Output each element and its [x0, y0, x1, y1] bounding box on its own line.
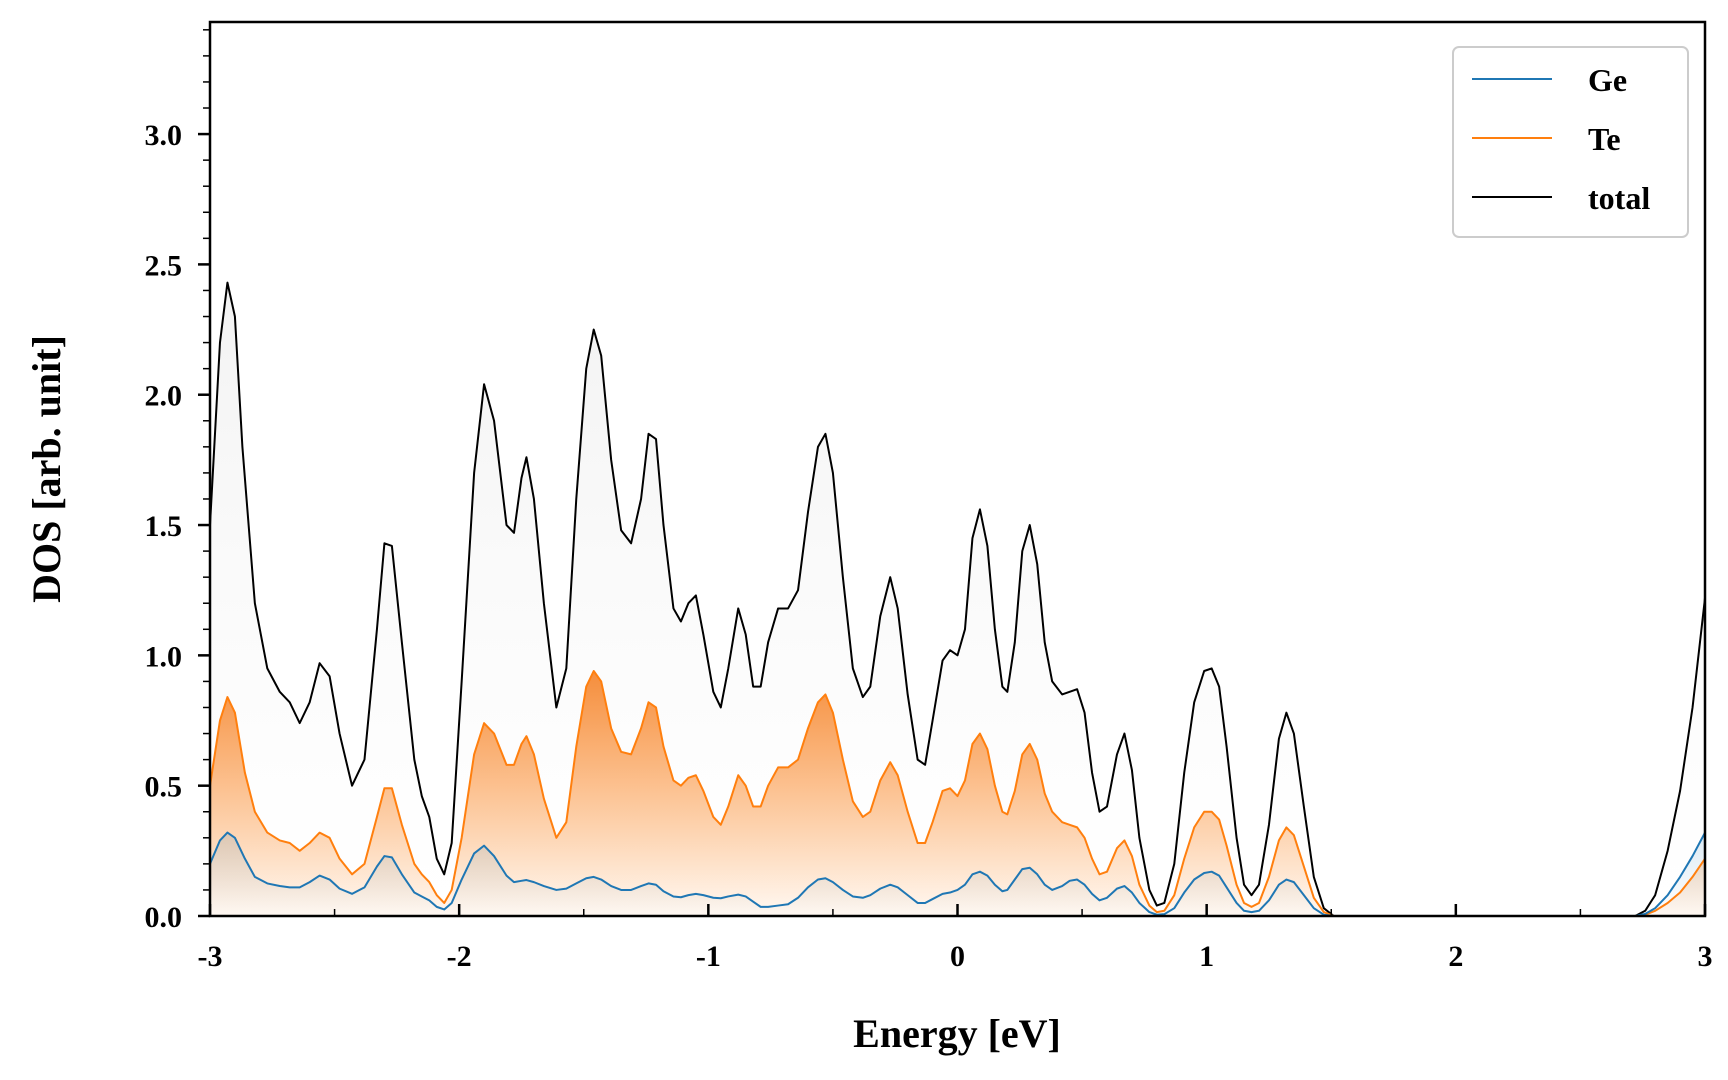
y-axis-title: DOS [arb. unit]	[24, 335, 69, 603]
x-tick-label: -3	[198, 940, 223, 973]
te-line	[210, 670, 1705, 916]
series-lines	[210, 281, 1705, 916]
x-tick-label: 1	[1199, 940, 1214, 973]
y-tick-label: 1.0	[145, 640, 183, 673]
y-axis-ticks: 0.0 0.5 1.0 1.5 2.0 2.5 3.0	[145, 29, 210, 934]
legend-label-ge: Ge	[1588, 62, 1627, 98]
x-tick-label: 2	[1448, 940, 1463, 973]
legend-box	[1452, 46, 1689, 238]
ge-fill-area	[210, 832, 1705, 916]
total-line	[210, 281, 1705, 916]
y-tick-label: 0.5	[145, 771, 183, 804]
x-axis-ticks: -3 -2 -1 0 1 2 3	[198, 904, 1713, 973]
x-tick-label: 0	[950, 940, 965, 973]
series-fills	[210, 282, 1705, 916]
y-tick-label: 1.5	[145, 510, 183, 543]
y-tick-label: 2.5	[145, 249, 183, 282]
y-tick-label: 3.0	[145, 119, 183, 152]
y-tick-label: 0.0	[145, 901, 183, 934]
ge-line	[210, 831, 1705, 916]
x-tick-label: 3	[1698, 940, 1713, 973]
x-axis-title: Energy [eV]	[853, 1011, 1061, 1056]
legend-label-te: Te	[1588, 121, 1621, 157]
te-fill-area	[210, 671, 1705, 916]
y-tick-label: 2.0	[145, 380, 183, 413]
x-tick-label: -1	[696, 940, 721, 973]
x-tick-label: -2	[447, 940, 472, 973]
legend-label-total: total	[1588, 180, 1650, 216]
legend: Ge Te total	[1452, 46, 1689, 238]
